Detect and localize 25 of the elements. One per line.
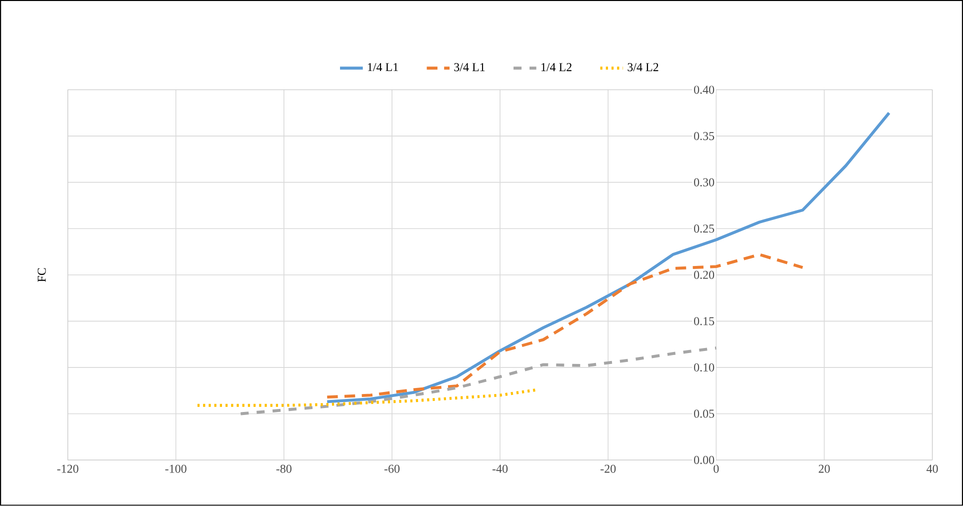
legend-label: 3/4 L2 (628, 63, 658, 72)
y-tick-label: 0.10 (694, 363, 714, 372)
y-tick-label: 0.00 (694, 456, 714, 464)
x-tick-label: -40 (492, 464, 508, 473)
x-tick-label: -80 (276, 464, 292, 473)
legend-label: 3/4 L1 (454, 63, 485, 72)
y-tick-label: 0.40 (694, 86, 714, 94)
x-tick-label: 40 (926, 464, 938, 473)
legend-label: 1/4 L1 (368, 63, 398, 72)
x-tick-label: -20 (600, 464, 616, 473)
x-tick-label: 20 (818, 464, 830, 473)
y-tick-label: 0.05 (694, 410, 714, 418)
y-tick-label: 0.35 (694, 132, 714, 140)
line-series (326, 112, 891, 404)
legend-label: 1/4 L2 (541, 63, 572, 72)
x-tick-label: -120 (57, 464, 78, 473)
y-tick-label: 0.15 (694, 317, 714, 326)
x-tick-label: -60 (384, 464, 400, 473)
y-tick-label: 0.30 (694, 178, 714, 187)
y-axis-title: FC (38, 268, 46, 282)
line-series (326, 253, 804, 399)
y-tick-label: 0.25 (694, 224, 714, 233)
y-tick-label: 0.20 (694, 270, 714, 280)
x-tick-label: 0 (714, 464, 719, 473)
x-tick-label: -100 (165, 464, 186, 473)
